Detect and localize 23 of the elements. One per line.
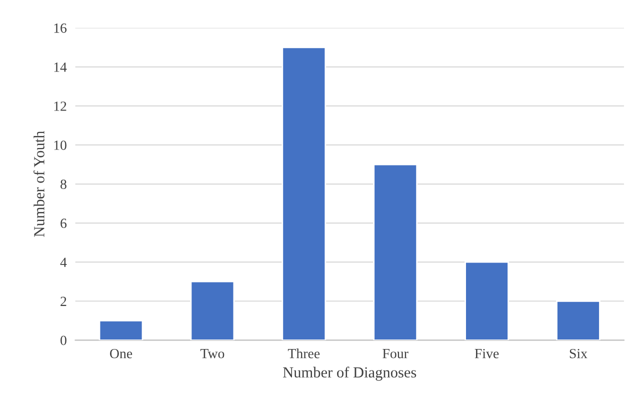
y-tick-label: 2 [60, 296, 66, 306]
x-tick-label: Five [474, 348, 499, 358]
bar [556, 300, 600, 340]
y-tick-label: 16 [54, 24, 67, 33]
x-tick-label: Six [570, 348, 588, 358]
y-tick-label: 0 [60, 336, 66, 346]
x-axis-title: Number of Diagnoses [283, 366, 416, 381]
y-tick-label: 4 [60, 258, 67, 267]
x-tick-label: One [110, 348, 132, 358]
bar [373, 164, 418, 340]
bar [190, 280, 235, 340]
y-tick-label: 12 [54, 102, 66, 111]
y-tick-label: 10 [54, 140, 66, 150]
y-tick-label: 14 [54, 62, 67, 72]
bar [98, 320, 144, 340]
y-tick-label: 8 [60, 180, 66, 189]
x-tick-label: Three [288, 348, 320, 358]
bar [282, 46, 326, 340]
bar [464, 261, 509, 340]
y-axis-title: Number of Youth [33, 130, 44, 237]
x-tick-label: Four [382, 349, 408, 358]
y-tick-label: 6 [60, 218, 67, 228]
x-tick-label: Two [200, 349, 224, 358]
